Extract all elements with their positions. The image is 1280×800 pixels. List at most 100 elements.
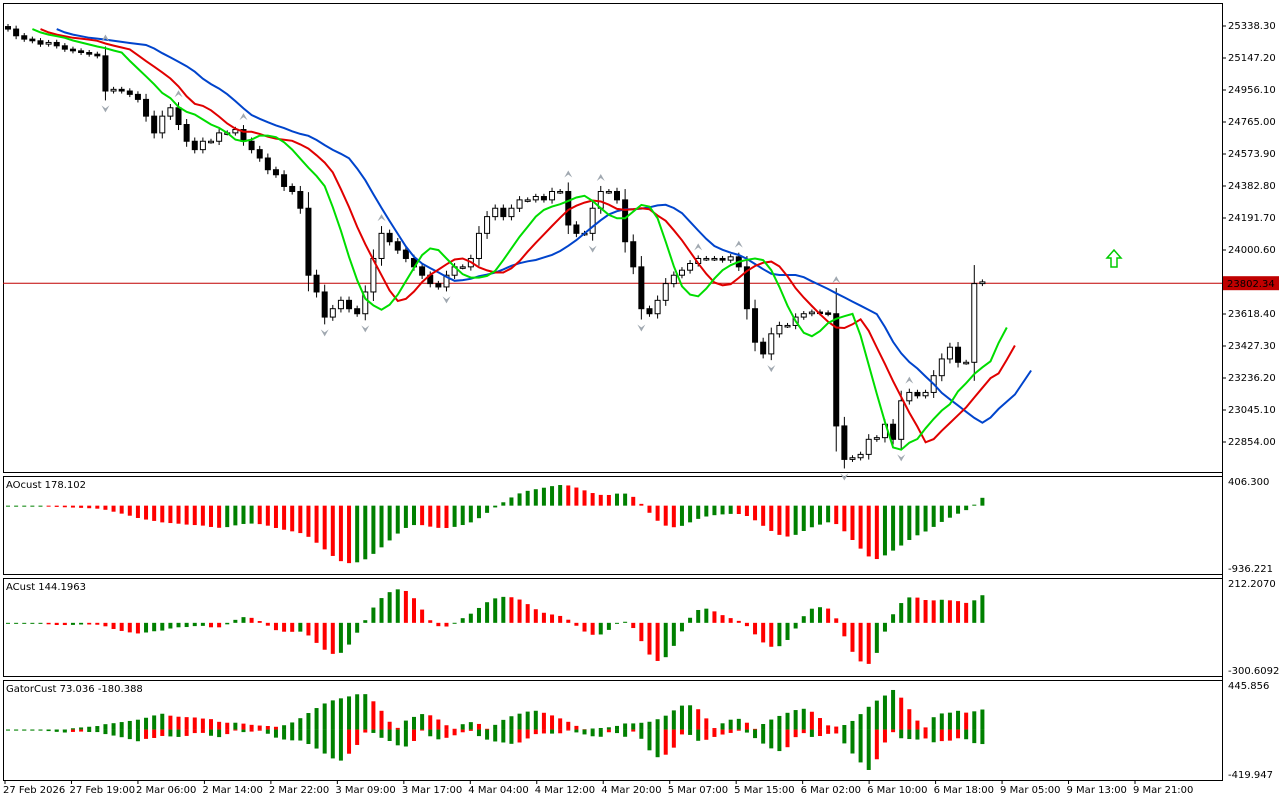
candle-body[interactable] [86, 52, 93, 55]
candle-body[interactable] [857, 453, 864, 459]
candle-body[interactable] [151, 115, 158, 134]
candle-body[interactable] [126, 90, 133, 95]
candle-body[interactable] [21, 35, 28, 40]
candle-body[interactable] [833, 313, 840, 427]
candle-body[interactable] [687, 262, 694, 271]
candle-body[interactable] [898, 400, 905, 440]
candle-body[interactable] [256, 149, 263, 159]
candle-body[interactable] [281, 174, 288, 187]
candle-body[interactable] [29, 38, 36, 42]
candle-body[interactable] [378, 232, 385, 259]
candle-body[interactable] [678, 269, 685, 276]
candle-body[interactable] [516, 199, 523, 209]
candle-body[interactable] [760, 341, 767, 355]
candle-body[interactable] [191, 140, 198, 151]
candle-body[interactable] [638, 266, 645, 310]
candle-body[interactable] [784, 324, 791, 328]
candle-body[interactable] [524, 199, 531, 202]
candle-body[interactable] [557, 190, 564, 194]
candle-body[interactable] [394, 241, 401, 251]
candle-body[interactable] [143, 98, 150, 117]
candle-body[interactable] [110, 88, 117, 92]
candle-body[interactable] [800, 313, 807, 318]
candle-body[interactable] [102, 55, 109, 92]
candle-body[interactable] [873, 437, 880, 440]
candle-body[interactable] [906, 391, 913, 402]
candle-body[interactable] [199, 140, 206, 151]
candle-body[interactable] [890, 423, 897, 440]
candle-body[interactable] [321, 291, 328, 318]
candle-body[interactable] [727, 256, 734, 261]
candle-body[interactable] [61, 45, 68, 50]
candle-body[interactable] [532, 196, 539, 201]
candle-body[interactable] [475, 232, 482, 259]
candle-body[interactable] [362, 291, 369, 315]
candle-body[interactable] [37, 40, 44, 45]
candle-body[interactable] [329, 308, 336, 318]
candle-body[interactable] [248, 140, 255, 151]
candle-body[interactable] [971, 283, 978, 363]
candle-body[interactable] [670, 274, 677, 285]
candle-body[interactable] [45, 41, 52, 45]
candle-body[interactable] [94, 53, 101, 57]
candle-body[interactable] [175, 107, 182, 126]
candle-body[interactable] [963, 361, 970, 365]
candle-body[interactable] [605, 190, 612, 194]
candle-body[interactable] [5, 26, 11, 30]
candle-body[interactable] [630, 241, 637, 268]
candle-body[interactable] [419, 266, 426, 276]
candle-body[interactable] [743, 266, 750, 310]
candle-body[interactable] [768, 333, 775, 355]
candle-body[interactable] [711, 257, 718, 261]
candle-body[interactable] [53, 41, 60, 47]
candle-body[interactable] [402, 249, 409, 259]
candle-body[interactable] [337, 299, 344, 310]
candle-body[interactable] [305, 207, 312, 276]
candle-body[interactable] [443, 274, 450, 288]
candle-body[interactable] [167, 107, 174, 117]
candle-body[interactable] [719, 257, 726, 261]
candle-body[interactable] [346, 299, 353, 310]
candle-body[interactable] [435, 283, 442, 288]
candle-body[interactable] [159, 115, 166, 134]
candle-body[interactable] [297, 190, 304, 209]
candle-body[interactable] [752, 308, 759, 343]
candle-body[interactable] [500, 207, 507, 218]
candle-body[interactable] [865, 438, 872, 455]
candle-body[interactable] [459, 266, 466, 269]
candle-body[interactable] [573, 224, 580, 234]
candle-body[interactable] [118, 88, 125, 92]
candle-body[interactable] [914, 391, 921, 397]
candle-body[interactable] [622, 199, 629, 243]
candle-body[interactable] [134, 93, 141, 100]
candle-body[interactable] [13, 28, 20, 37]
candle-body[interactable] [313, 274, 320, 293]
candle-body[interactable] [654, 299, 661, 315]
candle-body[interactable] [922, 391, 929, 397]
candle-body[interactable] [540, 196, 547, 201]
candle-body[interactable] [662, 283, 669, 301]
candle-body[interactable] [841, 425, 848, 460]
candle-body[interactable] [354, 308, 361, 315]
candle-body[interactable] [216, 132, 223, 142]
candle-body[interactable] [78, 50, 85, 54]
candle-body[interactable] [484, 216, 491, 234]
candle-body[interactable] [549, 190, 556, 201]
candle-body[interactable] [614, 190, 620, 201]
candle-body[interactable] [646, 308, 653, 315]
candle-body[interactable] [825, 312, 832, 315]
candle-body[interactable] [938, 358, 945, 377]
candle-body[interactable] [289, 185, 296, 192]
candle-body[interactable] [183, 124, 190, 142]
candle-body[interactable] [492, 207, 499, 218]
candle-body[interactable] [272, 169, 279, 176]
candle-body[interactable] [849, 457, 856, 460]
candle-body[interactable] [776, 324, 783, 335]
candle-body[interactable] [955, 346, 962, 363]
candle-body[interactable] [508, 207, 515, 218]
candle-body[interactable] [808, 311, 815, 315]
candle-body[interactable] [386, 232, 393, 243]
candle-body[interactable] [208, 140, 214, 144]
candle-body[interactable] [69, 48, 76, 52]
